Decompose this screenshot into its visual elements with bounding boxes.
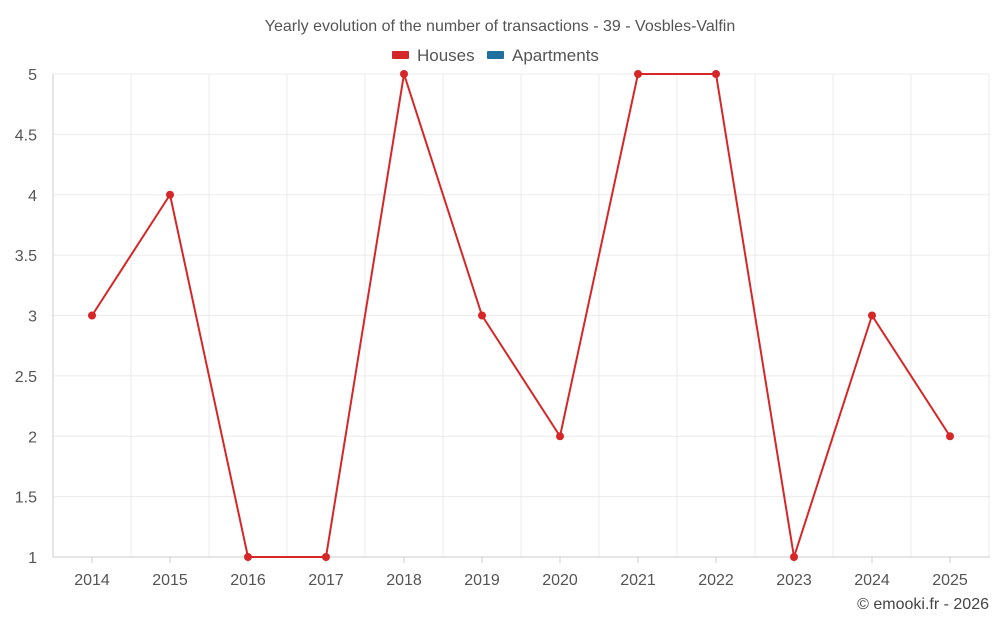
x-tick-label: 2019	[464, 572, 500, 589]
legend-swatch-houses	[392, 51, 409, 59]
y-tick-label: 3.5	[15, 248, 37, 265]
data-point-houses[interactable]	[634, 70, 642, 78]
y-tick-label: 2.5	[15, 369, 37, 386]
y-tick-label: 4	[28, 188, 37, 205]
data-point-houses[interactable]	[400, 70, 408, 78]
x-tick-label: 2023	[776, 572, 812, 589]
x-tick-label: 2025	[932, 572, 968, 589]
y-axis: 1 1.5 2 2.5 3 3.5 4 4.5 5	[15, 67, 54, 567]
x-tick-label: 2014	[74, 572, 110, 589]
data-point-houses[interactable]	[166, 190, 174, 199]
grid	[52, 73, 990, 557]
data-point-houses[interactable]	[244, 553, 252, 561]
data-point-houses[interactable]	[322, 553, 330, 561]
chart-title: Yearly evolution of the number of transa…	[265, 18, 735, 35]
data-point-houses[interactable]	[790, 553, 798, 561]
data-point-houses[interactable]	[556, 432, 564, 441]
x-tick-label: 2024	[854, 572, 890, 589]
x-axis: 2014 2015 2016 2017 2018 2019 2020 2021 2022 2023…	[53, 556, 990, 589]
series-line-houses	[91, 73, 951, 558]
x-tick-label: 2022	[698, 572, 734, 589]
data-point-houses[interactable]	[478, 311, 486, 320]
x-tick-label: 2017	[308, 572, 344, 589]
x-tick-label: 2015	[152, 572, 188, 589]
data-point-houses[interactable]	[88, 311, 96, 320]
legend: Houses Apartments	[392, 46, 599, 65]
y-tick-label: 2	[28, 429, 37, 446]
credit-text: © emooki.fr - 2026	[857, 596, 989, 613]
y-tick-label: 1	[28, 550, 37, 567]
y-tick-label: 3	[28, 309, 37, 326]
legend-label-houses[interactable]: Houses	[417, 46, 475, 65]
legend-swatch-apartments	[487, 51, 504, 59]
legend-label-apartments[interactable]: Apartments	[512, 46, 599, 65]
data-point-houses[interactable]	[868, 311, 876, 320]
x-tick-label: 2021	[620, 572, 656, 589]
x-tick-label: 2016	[230, 572, 266, 589]
y-tick-label: 4.5	[15, 127, 37, 144]
series-houses	[88, 70, 954, 561]
y-tick-label: 1.5	[15, 490, 37, 507]
x-tick-label: 2020	[542, 572, 578, 589]
y-tick-label: 5	[28, 67, 37, 84]
data-point-houses[interactable]	[946, 432, 954, 441]
data-point-houses[interactable]	[712, 70, 720, 78]
x-tick-label: 2018	[386, 572, 422, 589]
